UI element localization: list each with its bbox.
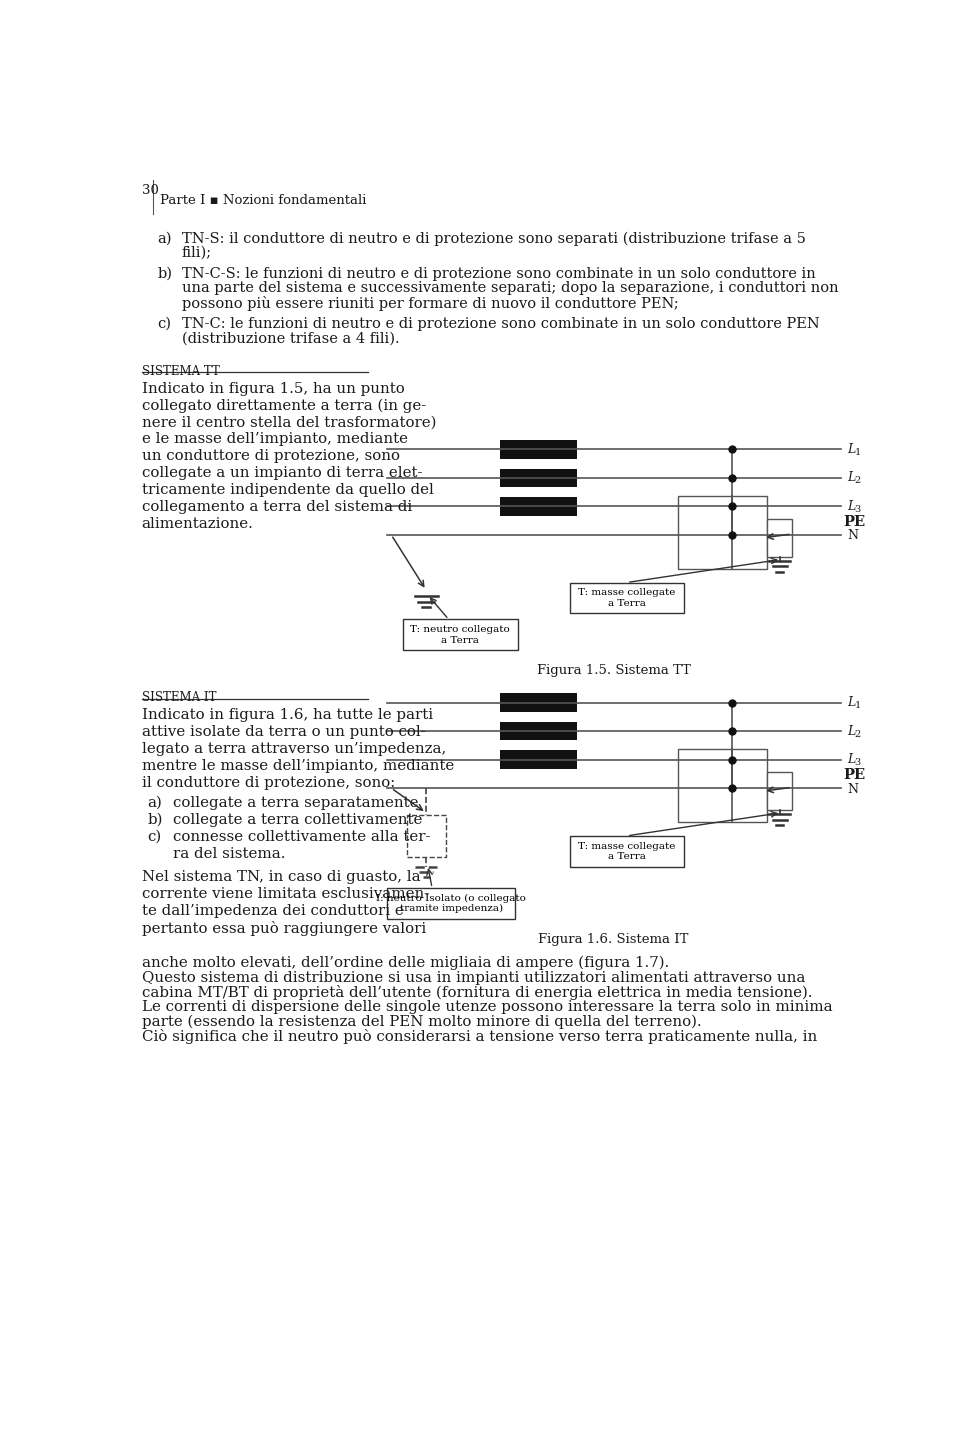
Text: T: masse collegate
a Terra: T: masse collegate a Terra <box>578 589 676 608</box>
Text: anche molto elevati, dell’ordine delle migliaia di ampere (figura 1.7).: anche molto elevati, dell’ordine delle m… <box>142 956 669 971</box>
Text: 3: 3 <box>854 505 861 514</box>
Text: Nel sistema TN, in caso di guasto, la: Nel sistema TN, in caso di guasto, la <box>142 870 420 884</box>
Text: il conduttore di protezione, sono:: il conduttore di protezione, sono: <box>142 776 395 790</box>
Text: SISTEMA IT: SISTEMA IT <box>142 692 216 705</box>
Text: pertanto essa può raggiungere valori: pertanto essa può raggiungere valori <box>142 920 426 936</box>
Text: 1: 1 <box>854 449 861 457</box>
Bar <box>500 440 577 459</box>
Text: corrente viene limitata esclusivamen-: corrente viene limitata esclusivamen- <box>142 887 429 900</box>
Text: N: N <box>847 783 858 796</box>
Text: un conduttore di protezione, sono: un conduttore di protezione, sono <box>142 450 399 463</box>
Text: cabina MT/BT di proprietà dell’utente (fornitura di energia elettrica in media t: cabina MT/BT di proprietà dell’utente (f… <box>142 985 812 1000</box>
Text: L: L <box>847 696 855 709</box>
Text: b): b) <box>147 813 162 826</box>
Bar <box>500 469 577 488</box>
Text: Indicato in figura 1.5, ha un punto: Indicato in figura 1.5, ha un punto <box>142 382 404 395</box>
Text: attive isolate da terra o un punto col-: attive isolate da terra o un punto col- <box>142 725 425 739</box>
Bar <box>500 751 577 768</box>
Text: mentre le masse dell’impianto, mediante: mentre le masse dell’impianto, mediante <box>142 758 454 773</box>
Text: TN-C: le funzioni di neutro e di protezione sono combinate in un solo conduttore: TN-C: le funzioni di neutro e di protezi… <box>182 317 820 331</box>
Text: PE: PE <box>843 515 865 528</box>
Text: alimentazione.: alimentazione. <box>142 517 253 531</box>
Text: tricamente indipendente da quello del: tricamente indipendente da quello del <box>142 483 434 498</box>
Bar <box>678 750 767 822</box>
Text: 1: 1 <box>854 702 861 710</box>
Text: Figura 1.6. Sistema IT: Figura 1.6. Sistema IT <box>539 933 689 946</box>
Text: TN-S: il conduttore di neutro e di protezione sono separati (distribuzione trifa: TN-S: il conduttore di neutro e di prote… <box>182 232 805 246</box>
Bar <box>403 619 517 650</box>
Text: 2: 2 <box>854 729 861 739</box>
Text: Le correnti di dispersione delle singole utenze possono interessare la terra sol: Le correnti di dispersione delle singole… <box>142 1000 832 1014</box>
Text: Ciò significa che il neutro può considerarsi a tensione verso terra praticamente: Ciò significa che il neutro può consider… <box>142 1029 817 1045</box>
Text: Indicato in figura 1.6, ha tutte le parti: Indicato in figura 1.6, ha tutte le part… <box>142 708 433 722</box>
Text: a): a) <box>147 796 162 810</box>
Text: c): c) <box>147 829 161 844</box>
Text: collegato direttamente a terra (in ge-: collegato direttamente a terra (in ge- <box>142 398 426 412</box>
Text: SISTEMA TT: SISTEMA TT <box>142 365 220 378</box>
Text: T: neutro collegato
a Terra: T: neutro collegato a Terra <box>410 625 510 644</box>
Bar <box>569 583 684 614</box>
Bar <box>407 815 445 858</box>
Text: legato a terra attraverso un’impedenza,: legato a terra attraverso un’impedenza, <box>142 742 446 755</box>
Text: TN-C-S: le funzioni di neutro e di protezione sono combinate in un solo condutto: TN-C-S: le funzioni di neutro e di prote… <box>182 266 816 281</box>
Text: parte (essendo la resistenza del PEN molto minore di quella del terreno).: parte (essendo la resistenza del PEN mol… <box>142 1014 702 1029</box>
Text: collegate a terra separatamente: collegate a terra separatamente <box>173 796 419 810</box>
Text: collegate a terra collettivamente: collegate a terra collettivamente <box>173 813 422 826</box>
Text: L: L <box>847 499 855 512</box>
Text: nere il centro stella del trasformatore): nere il centro stella del trasformatore) <box>142 415 436 430</box>
Text: a): a) <box>157 232 172 246</box>
Text: possono più essere riuniti per formare di nuovo il conduttore PEN;: possono più essere riuniti per formare d… <box>182 297 679 311</box>
Text: collegate a un impianto di terra elet-: collegate a un impianto di terra elet- <box>142 466 422 480</box>
Text: 3: 3 <box>854 758 861 767</box>
Text: b): b) <box>157 266 172 281</box>
Bar <box>500 496 577 515</box>
Text: L: L <box>847 443 855 456</box>
Text: L: L <box>847 725 855 738</box>
Text: N: N <box>847 530 858 543</box>
Text: ra del sistema.: ra del sistema. <box>173 846 285 861</box>
Bar <box>388 888 516 919</box>
Text: T: masse collegate
a Terra: T: masse collegate a Terra <box>578 842 676 861</box>
Text: 30: 30 <box>142 184 158 197</box>
Text: Figura 1.5. Sistema TT: Figura 1.5. Sistema TT <box>537 664 690 677</box>
Text: Questo sistema di distribuzione si usa in impianti utilizzatori alimentati attra: Questo sistema di distribuzione si usa i… <box>142 971 805 984</box>
Text: e le masse dell’impianto, mediante: e le masse dell’impianto, mediante <box>142 433 408 446</box>
Text: collegamento a terra del sistema di: collegamento a terra del sistema di <box>142 501 412 514</box>
Text: una parte del sistema e successivamente separati; dopo la separazione, i condutt: una parte del sistema e successivamente … <box>182 281 839 295</box>
Text: (distribuzione trifase a 4 fili).: (distribuzione trifase a 4 fili). <box>182 331 399 346</box>
Text: connesse collettivamente alla ter-: connesse collettivamente alla ter- <box>173 829 430 844</box>
Bar <box>569 836 684 867</box>
Text: PE: PE <box>843 768 865 781</box>
Text: Parte I ▪ Nozioni fondamentali: Parte I ▪ Nozioni fondamentali <box>160 194 367 207</box>
Text: te dall’impedenza dei conduttori e: te dall’impedenza dei conduttori e <box>142 903 403 917</box>
Text: fili);: fili); <box>182 246 212 260</box>
Text: L: L <box>847 752 855 765</box>
Text: 2: 2 <box>854 476 861 485</box>
Bar <box>767 518 792 557</box>
Text: c): c) <box>157 317 171 331</box>
Text: L: L <box>847 472 855 485</box>
Bar <box>767 771 792 810</box>
Bar <box>500 722 577 741</box>
Text: I: neutro Isolato (o collegato
tramite impedenza): I: neutro Isolato (o collegato tramite i… <box>376 894 526 913</box>
Bar <box>678 495 767 569</box>
Bar <box>500 693 577 712</box>
